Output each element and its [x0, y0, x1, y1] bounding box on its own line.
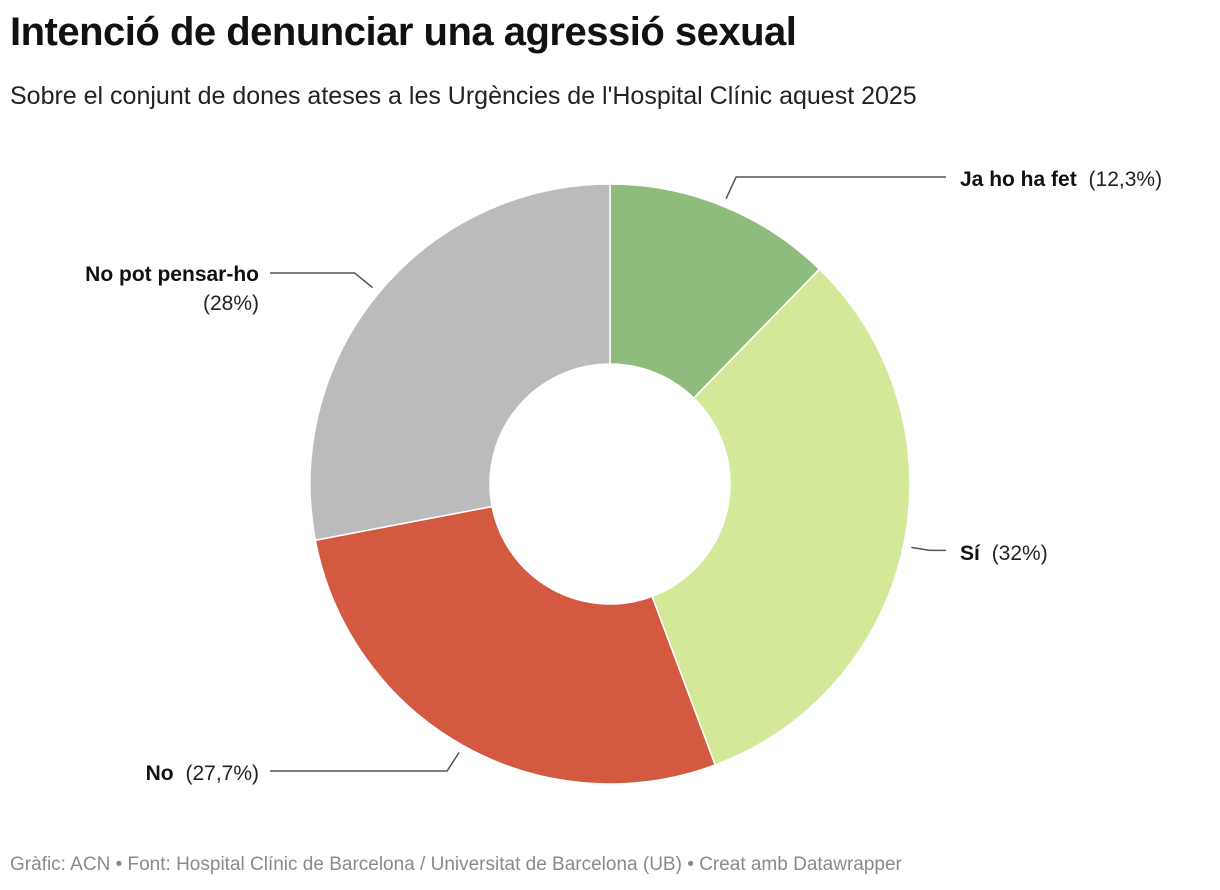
donut-slices [309, 183, 911, 785]
chart-footer: Gràfic: ACN • Font: Hospital Clínic de B… [10, 854, 902, 875]
slice-label-ja-ho-ha-fet: Ja ho ha fet (12,3%) [960, 168, 1162, 191]
chart-title: Intenció de denunciar una agressió sexua… [10, 10, 797, 54]
leader-line-no-pot-pensar-ho [270, 272, 374, 289]
slice-label-no-pot-pensar-ho: No pot pensar-ho [85, 263, 259, 286]
donut-slice-s- [651, 268, 911, 766]
slice-label-name: Sí [960, 542, 981, 565]
leader-lines [270, 176, 946, 772]
chart-subtitle: Sobre el conjunt de dones ateses a les U… [10, 82, 917, 110]
donut-slice-no-pot-pensar-ho [309, 183, 611, 542]
leader-line-ja-ho-ha-fet [725, 176, 946, 200]
leader-line-no [270, 752, 460, 772]
donut-chart: Ja ho ha fet (12,3%) Sí (32%) No (27,7%)… [85, 168, 1162, 785]
slice-label-no-pot-pensar-ho-value: (28%) [203, 292, 259, 315]
slice-label-value: (32%) [992, 542, 1048, 565]
slice-label-si: Sí (32%) [960, 542, 1048, 565]
slice-label-value: (27,7%) [185, 762, 259, 785]
slice-label-name: Ja ho ha fet [960, 168, 1077, 191]
donut-slice-ja-ho-ha-fet [609, 183, 821, 400]
slice-label-name: No [146, 762, 174, 785]
leader-line-si [911, 546, 946, 552]
slice-label-no: No (27,7%) [146, 762, 259, 785]
slice-label-value: (12,3%) [1089, 168, 1163, 191]
donut-slice-no [314, 505, 717, 785]
